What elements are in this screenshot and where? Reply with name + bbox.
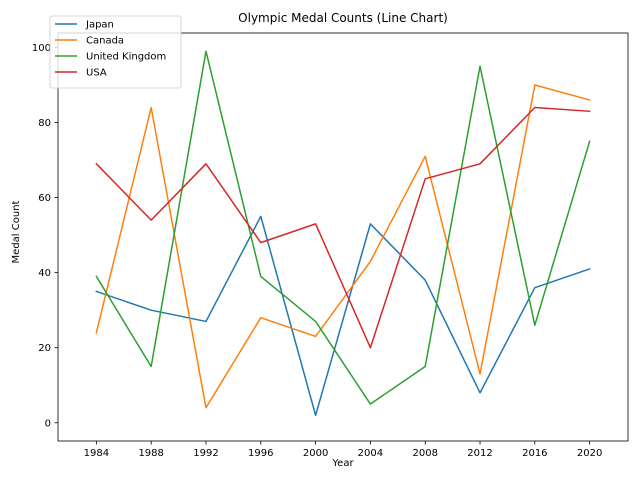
y-tick-label: 80 [38, 118, 51, 129]
x-tick-label: 2004 [358, 448, 383, 459]
y-axis-label: Medal Count [11, 200, 22, 263]
legend-label-united-kingdom: United Kingdom [86, 52, 166, 63]
axes-frame [57, 32, 629, 442]
y-tick-label: 100 [32, 43, 51, 54]
legend: Japan Canada United Kingdom USA [49, 15, 182, 89]
x-tick-label: 1984 [84, 448, 109, 459]
legend-label-japan: Japan [85, 20, 114, 31]
x-tick-label: 2020 [577, 448, 602, 459]
axes-layer: 1984 1988 1992 1996 2000 2004 2008 2012 2016 2020… [32, 32, 629, 459]
series-layer [95, 50, 591, 417]
legend-label-usa: USA [86, 68, 107, 79]
x-tick-label: 1996 [248, 448, 273, 459]
series-line-united-kingdom [95, 50, 591, 405]
y-tick-label: 0 [45, 418, 51, 429]
y-tick-label: 60 [38, 193, 51, 204]
y-tick-label: 40 [38, 268, 51, 279]
x-tick-label: 2000 [303, 448, 328, 459]
legend-box [49, 15, 182, 89]
x-tick-label: 2016 [522, 448, 547, 459]
x-tick-label: 1992 [193, 448, 218, 459]
x-tick-label: 2008 [412, 448, 437, 459]
series-line-japan [95, 215, 591, 417]
x-axis-label: Year [331, 458, 354, 469]
y-tick-label: 20 [38, 343, 51, 354]
x-tick-label: 2012 [467, 448, 492, 459]
legend-label-canada: Canada [86, 36, 124, 47]
chart-title: Olympic Medal Counts (Line Chart) [238, 11, 448, 25]
series-line-canada [95, 84, 591, 409]
series-line-usa [95, 106, 591, 349]
x-tick-label: 1988 [138, 448, 163, 459]
